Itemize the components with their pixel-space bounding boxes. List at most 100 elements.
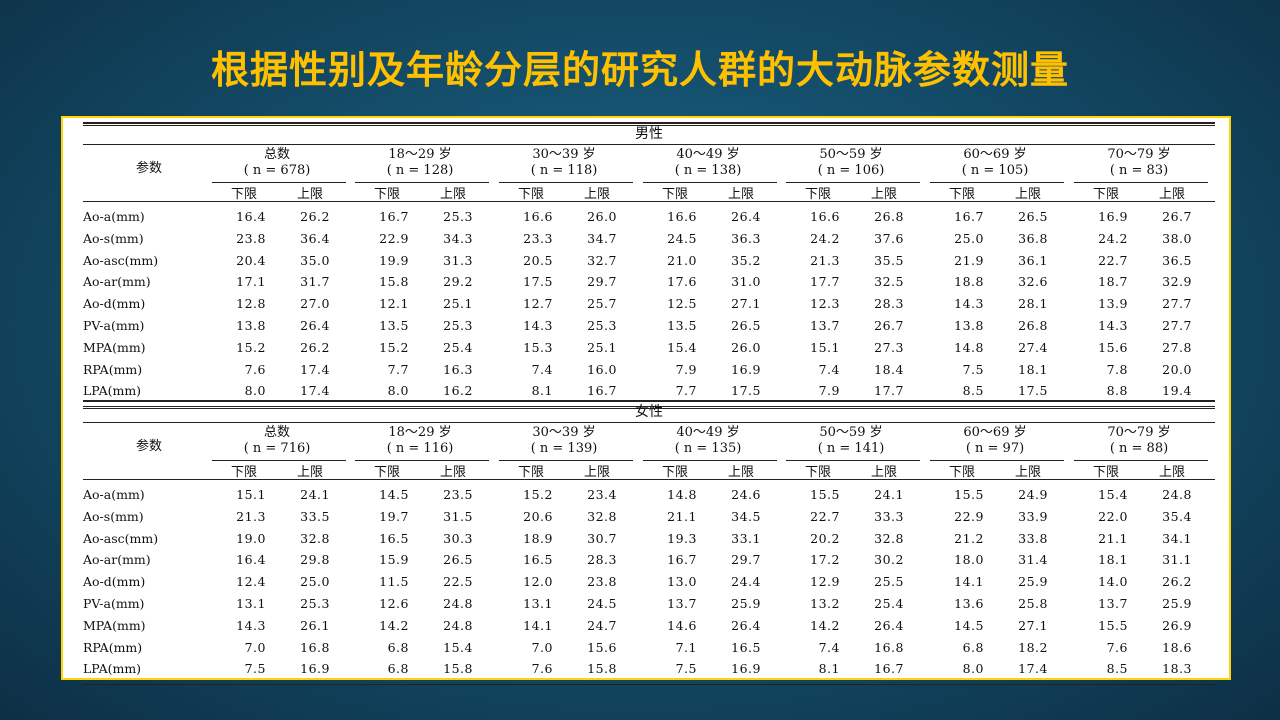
group-underline <box>355 182 489 183</box>
upper-header: 上限 <box>1158 187 1185 202</box>
cell-upper: 19.4 <box>1162 383 1192 399</box>
cell-lower: 15.2 <box>379 339 409 355</box>
cell-upper: 27.7 <box>1162 318 1192 333</box>
cell-upper: 23.5 <box>443 487 473 502</box>
cell-lower: 16.7 <box>954 209 984 224</box>
cell-upper: 25.4 <box>443 339 473 355</box>
cell-lower: 14.3 <box>523 318 553 333</box>
cell-lower: 17.5 <box>523 274 553 290</box>
cell-upper: 29.7 <box>587 274 617 290</box>
cell-upper: 25.3 <box>587 318 617 333</box>
cell-lower: 19.3 <box>667 530 697 546</box>
upper-header: 上限 <box>296 465 323 480</box>
cell-lower: 20.4 <box>236 252 266 268</box>
cell-lower: 14.2 <box>379 617 409 633</box>
cell-upper: 32.8 <box>587 508 617 524</box>
slide-title: 根据性别及年龄分层的研究人群的大动脉参数测量 <box>210 48 1069 92</box>
group-underline <box>355 460 489 461</box>
group-n: ( n = 105) <box>961 163 1029 178</box>
lower-header: 下限 <box>661 465 688 480</box>
upper-header: 上限 <box>727 465 754 480</box>
group-label: 50～59 岁 <box>819 147 883 162</box>
row-label: PV-a(mm) <box>83 596 145 611</box>
upper-header: 上限 <box>583 465 610 480</box>
cell-upper: 27.0 <box>300 296 330 312</box>
cell-upper: 26.2 <box>300 209 330 224</box>
cell-lower: 14.8 <box>954 339 984 355</box>
cell-lower: 15.2 <box>523 487 553 502</box>
cell-upper: 36.1 <box>1018 252 1048 268</box>
cell-lower: 22.7 <box>810 508 840 524</box>
group-label: 60～69 岁 <box>963 425 1027 440</box>
cell-lower: 20.2 <box>810 530 840 546</box>
upper-header: 上限 <box>439 187 466 202</box>
cell-lower: 13.7 <box>810 318 840 333</box>
cell-upper: 32.5 <box>874 274 904 290</box>
cell-lower: 7.4 <box>818 639 840 655</box>
rule-bottom <box>83 406 1215 408</box>
cell-upper: 20.0 <box>1162 361 1192 377</box>
cell-lower: 13.1 <box>236 596 266 611</box>
upper-header: 上限 <box>1014 465 1041 480</box>
cell-lower: 13.1 <box>523 596 553 611</box>
cell-upper: 34.7 <box>587 230 617 246</box>
cell-lower: 21.3 <box>810 252 840 268</box>
group-underline <box>786 182 920 183</box>
cell-upper: 29.2 <box>443 274 473 290</box>
cell-lower: 16.9 <box>1098 209 1128 224</box>
cell-upper: 16.8 <box>300 639 330 655</box>
cell-lower: 12.5 <box>667 296 697 312</box>
param-header: 参数 <box>135 161 162 176</box>
row-label: Ao-d(mm) <box>83 574 146 590</box>
cell-lower: 6.8 <box>387 639 409 655</box>
cell-lower: 14.3 <box>954 296 984 312</box>
group-n: ( n = 678) <box>243 163 311 178</box>
lower-header: 下限 <box>230 465 257 480</box>
param-header: 参数 <box>135 439 162 454</box>
cell-lower: 8.0 <box>962 661 984 677</box>
cell-upper: 24.1 <box>300 487 330 502</box>
cell-lower: 13.8 <box>954 318 984 333</box>
row-label: Ao-s(mm) <box>83 230 144 246</box>
cell-lower: 14.2 <box>810 617 840 633</box>
cell-lower: 7.4 <box>818 361 840 377</box>
row-label: PV-a(mm) <box>83 318 145 333</box>
group-underline <box>643 182 777 183</box>
cell-lower: 13.7 <box>1098 596 1128 611</box>
cell-upper: 33.3 <box>874 508 904 524</box>
group-underline <box>212 460 346 461</box>
cell-upper: 16.3 <box>443 361 473 377</box>
group-underline <box>930 182 1064 183</box>
cell-upper: 24.1 <box>874 487 904 502</box>
cell-lower: 7.7 <box>675 383 697 399</box>
cell-lower: 8.0 <box>244 383 266 399</box>
cell-upper: 29.8 <box>300 552 330 568</box>
gender-title: 男性 <box>635 126 663 142</box>
cell-lower: 8.5 <box>962 383 984 399</box>
row-label: MPA(mm) <box>83 617 146 633</box>
cell-lower: 7.6 <box>244 361 266 377</box>
cell-upper: 25.9 <box>1162 596 1192 611</box>
cell-lower: 19.7 <box>379 508 409 524</box>
cell-lower: 15.4 <box>667 339 697 355</box>
cell-upper: 17.7 <box>874 383 904 399</box>
cell-upper: 26.1 <box>300 617 330 633</box>
group-label: 40～49 岁 <box>676 425 740 440</box>
cell-lower: 7.6 <box>531 661 553 677</box>
group-underline <box>212 182 346 183</box>
cell-upper: 31.1 <box>1162 552 1192 568</box>
group-n: ( n = 88) <box>1109 441 1169 456</box>
cell-lower: 13.9 <box>1098 296 1128 312</box>
group-underline <box>786 460 920 461</box>
cell-upper: 26.5 <box>731 318 761 333</box>
cell-lower: 15.6 <box>1098 339 1128 355</box>
cell-lower: 19.9 <box>379 252 409 268</box>
group-n: ( n = 139) <box>530 441 598 456</box>
cell-upper: 27.8 <box>1162 339 1192 355</box>
group-n: ( n = 138) <box>674 163 742 178</box>
cell-lower: 13.5 <box>379 318 409 333</box>
cell-lower: 18.9 <box>523 530 553 546</box>
cell-lower: 8.5 <box>1106 661 1128 677</box>
cell-upper: 24.9 <box>1018 487 1048 502</box>
cell-lower: 14.6 <box>667 617 697 633</box>
